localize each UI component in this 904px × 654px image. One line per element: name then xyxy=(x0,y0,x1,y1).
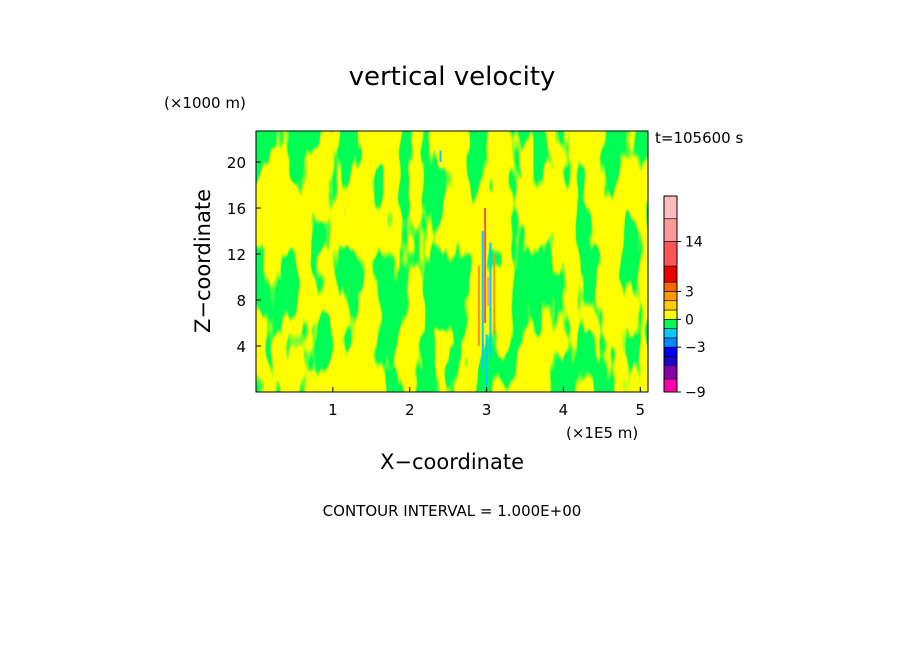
colorbar-tick-label: 3 xyxy=(685,284,694,300)
wave-streak xyxy=(487,277,490,306)
wave-streak xyxy=(484,208,487,324)
field-negative-regions xyxy=(256,131,648,392)
y-ticks: 4 8 12 16 20 xyxy=(227,154,261,356)
colorbar-level xyxy=(663,356,678,367)
colorbar-level xyxy=(663,241,678,267)
wave-streak xyxy=(439,150,442,163)
plot-area xyxy=(256,131,648,392)
wave-streak xyxy=(485,334,488,387)
colorbar-tick-label: −3 xyxy=(685,340,706,356)
colorbar-tick-label: 14 xyxy=(685,234,703,250)
colorbar-level xyxy=(663,318,678,329)
colorbar-tick-label: −9 xyxy=(685,385,706,401)
plot-frame xyxy=(255,130,649,393)
x-axis-label: X−coordinate xyxy=(380,450,524,474)
colorbar: 14 3 0 −3 −9 xyxy=(663,195,706,401)
colorbar-level xyxy=(663,281,678,292)
x-unit-label: (×1E5 m) xyxy=(566,424,638,442)
colorbar-level xyxy=(663,328,678,339)
colorbar-level xyxy=(663,365,678,380)
colorbar-tick-label: 0 xyxy=(685,312,694,328)
time-label: t=105600 s xyxy=(655,129,743,147)
wave-streak xyxy=(489,242,492,358)
wave-streak xyxy=(481,231,484,370)
wave-streak xyxy=(493,254,496,335)
x-tick-label: 4 xyxy=(559,401,569,419)
y-axis-label: Z−coordinate xyxy=(191,189,215,333)
y-tick-label: 8 xyxy=(236,292,246,310)
wave-streak xyxy=(477,265,480,347)
wave-features xyxy=(439,150,496,387)
colorbar-level xyxy=(663,265,678,283)
colorbar-level xyxy=(663,195,678,220)
colorbar-level xyxy=(663,309,678,320)
colorbar-level xyxy=(663,218,678,242)
chart-title: vertical velocity xyxy=(349,62,556,92)
colorbar-level xyxy=(663,337,678,348)
contour-interval-label: CONTOUR INTERVAL = 1.000E+00 xyxy=(323,502,582,520)
colorbar-level xyxy=(663,378,678,393)
colorbar-level xyxy=(663,300,678,311)
colorbar-frame xyxy=(663,195,678,393)
y-unit-label: (×1000 m) xyxy=(164,94,246,112)
y-tick-label: 4 xyxy=(236,338,246,356)
x-tick-label: 5 xyxy=(636,401,646,419)
x-tick-label: 1 xyxy=(328,401,338,419)
y-tick-label: 20 xyxy=(227,154,246,172)
colorbar-level xyxy=(663,291,678,302)
y-tick-label: 12 xyxy=(227,246,246,264)
colorbar-level xyxy=(663,346,678,357)
x-tick-label: 3 xyxy=(482,401,492,419)
x-ticks: 1 2 3 4 5 xyxy=(328,387,645,419)
x-tick-label: 2 xyxy=(405,401,415,419)
y-tick-label: 16 xyxy=(227,200,246,218)
